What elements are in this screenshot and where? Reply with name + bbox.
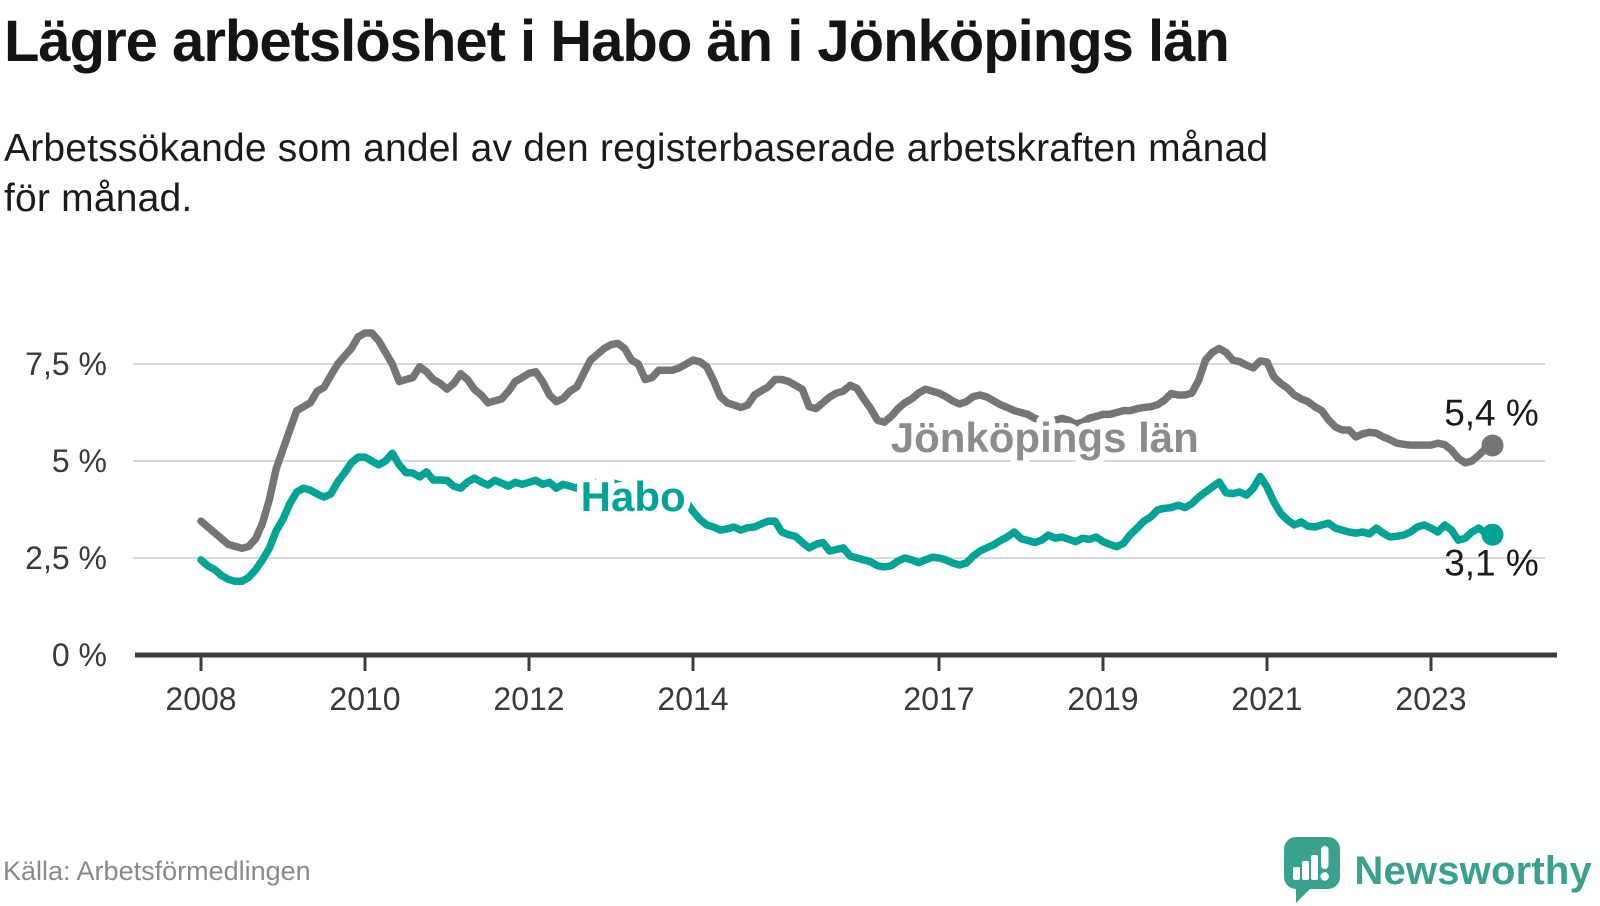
subtitle-line-2: för månad. xyxy=(4,177,193,220)
page-subtitle: Arbetssökande som andel av den registerb… xyxy=(4,124,1584,224)
chart-labels: Jönköpings län 5,4 % Habo 3,1 % xyxy=(574,392,1539,584)
x-tick-label: 2017 xyxy=(903,681,974,717)
habo-series-label: Habo xyxy=(581,473,686,520)
data-lines xyxy=(197,329,1497,586)
logo-exclamation-dot xyxy=(1320,872,1330,881)
gridlines: 0 % 2,5 % 5 % 7,5 % xyxy=(25,346,1545,673)
x-tick-label: 2008 xyxy=(165,681,236,717)
logo-bar-mid xyxy=(1302,861,1310,880)
jonkopings-lan-line xyxy=(197,329,1497,553)
x-tick-label: 2014 xyxy=(657,681,728,717)
habo-line xyxy=(197,449,1497,586)
x-tick-label: 2023 xyxy=(1395,681,1466,717)
page-title: Lägre arbetslöshet i Habo än i Jönköping… xyxy=(4,9,1230,74)
logo-bar-tall xyxy=(1311,855,1319,880)
habo-end-dot xyxy=(1481,523,1504,546)
habo-end-value-label: 3,1 % xyxy=(1444,543,1539,584)
x-tick-label: 2010 xyxy=(329,681,400,717)
brand-name: Newsworthy xyxy=(1354,848,1592,893)
x-tick-label: 2021 xyxy=(1231,681,1302,717)
county-series-label: Jönköpings län xyxy=(891,414,1199,461)
y-tick-label: 0 % xyxy=(52,637,107,673)
logo-exclamation-bar xyxy=(1321,846,1329,869)
newsworthy-logo: Newsworthy xyxy=(1284,836,1592,906)
x-tick-label: 2019 xyxy=(1067,681,1138,717)
x-tick-label: 2012 xyxy=(493,681,564,717)
county-end-dot xyxy=(1481,434,1504,457)
y-tick-label: 5 % xyxy=(52,443,107,479)
subtitle-line-1: Arbetssökande som andel av den registerb… xyxy=(4,127,1269,170)
y-tick-label: 7,5 % xyxy=(25,346,107,382)
logo-bar-short xyxy=(1293,867,1301,880)
county-end-value-label: 5,4 % xyxy=(1444,392,1539,433)
y-tick-label: 2,5 % xyxy=(25,540,107,576)
x-axis: 2008 2010 2012 2014 2017 2019 2021 2023 xyxy=(135,652,1557,717)
source-credit: Källa: Arbetsförmedlingen xyxy=(3,856,311,886)
newsworthy-bubble-icon xyxy=(1284,837,1341,903)
